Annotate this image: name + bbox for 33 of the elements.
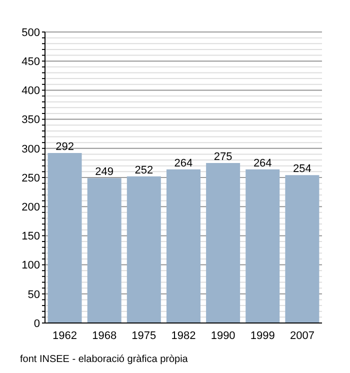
x-tick-label: 2007 xyxy=(290,330,314,342)
y-tick-label: 100 xyxy=(22,260,40,272)
x-tick-label: 1968 xyxy=(92,330,117,342)
bar xyxy=(87,178,122,323)
x-tick-label: 1975 xyxy=(132,330,156,342)
data-label: 254 xyxy=(293,163,312,176)
data-label: 292 xyxy=(56,141,74,154)
data-label: 249 xyxy=(95,166,114,178)
x-tick-label: 1990 xyxy=(210,330,236,342)
bar xyxy=(126,176,161,323)
bar xyxy=(166,169,200,323)
y-tick-label: 450 xyxy=(22,56,40,68)
bar xyxy=(206,162,240,323)
x-tick-label: 1982 xyxy=(171,330,196,342)
y-tick-label: 250 xyxy=(22,172,40,184)
bar xyxy=(285,175,320,323)
y-tick-label: 0 xyxy=(34,318,40,330)
y-tick-label: 50 xyxy=(28,288,40,301)
y-tick-label: 200 xyxy=(22,202,40,214)
text: font INSEE - elaboració gràfica pròpia xyxy=(20,354,188,365)
y-tick-label: 350 xyxy=(22,114,40,126)
x-tick-label: 1999 xyxy=(250,330,275,342)
data-label: 264 xyxy=(253,157,272,170)
bar xyxy=(48,153,82,323)
y-tick-label: 150 xyxy=(22,230,40,243)
data-label: 264 xyxy=(174,157,193,170)
y-tick-label: 300 xyxy=(22,143,40,156)
x-tick-label: 1962 xyxy=(52,330,78,342)
y-tick-label: 500 xyxy=(22,26,40,39)
data-label: 252 xyxy=(134,164,154,176)
bar xyxy=(246,169,280,323)
data-label: 275 xyxy=(214,150,232,163)
y-tick-label: 400 xyxy=(22,85,40,98)
